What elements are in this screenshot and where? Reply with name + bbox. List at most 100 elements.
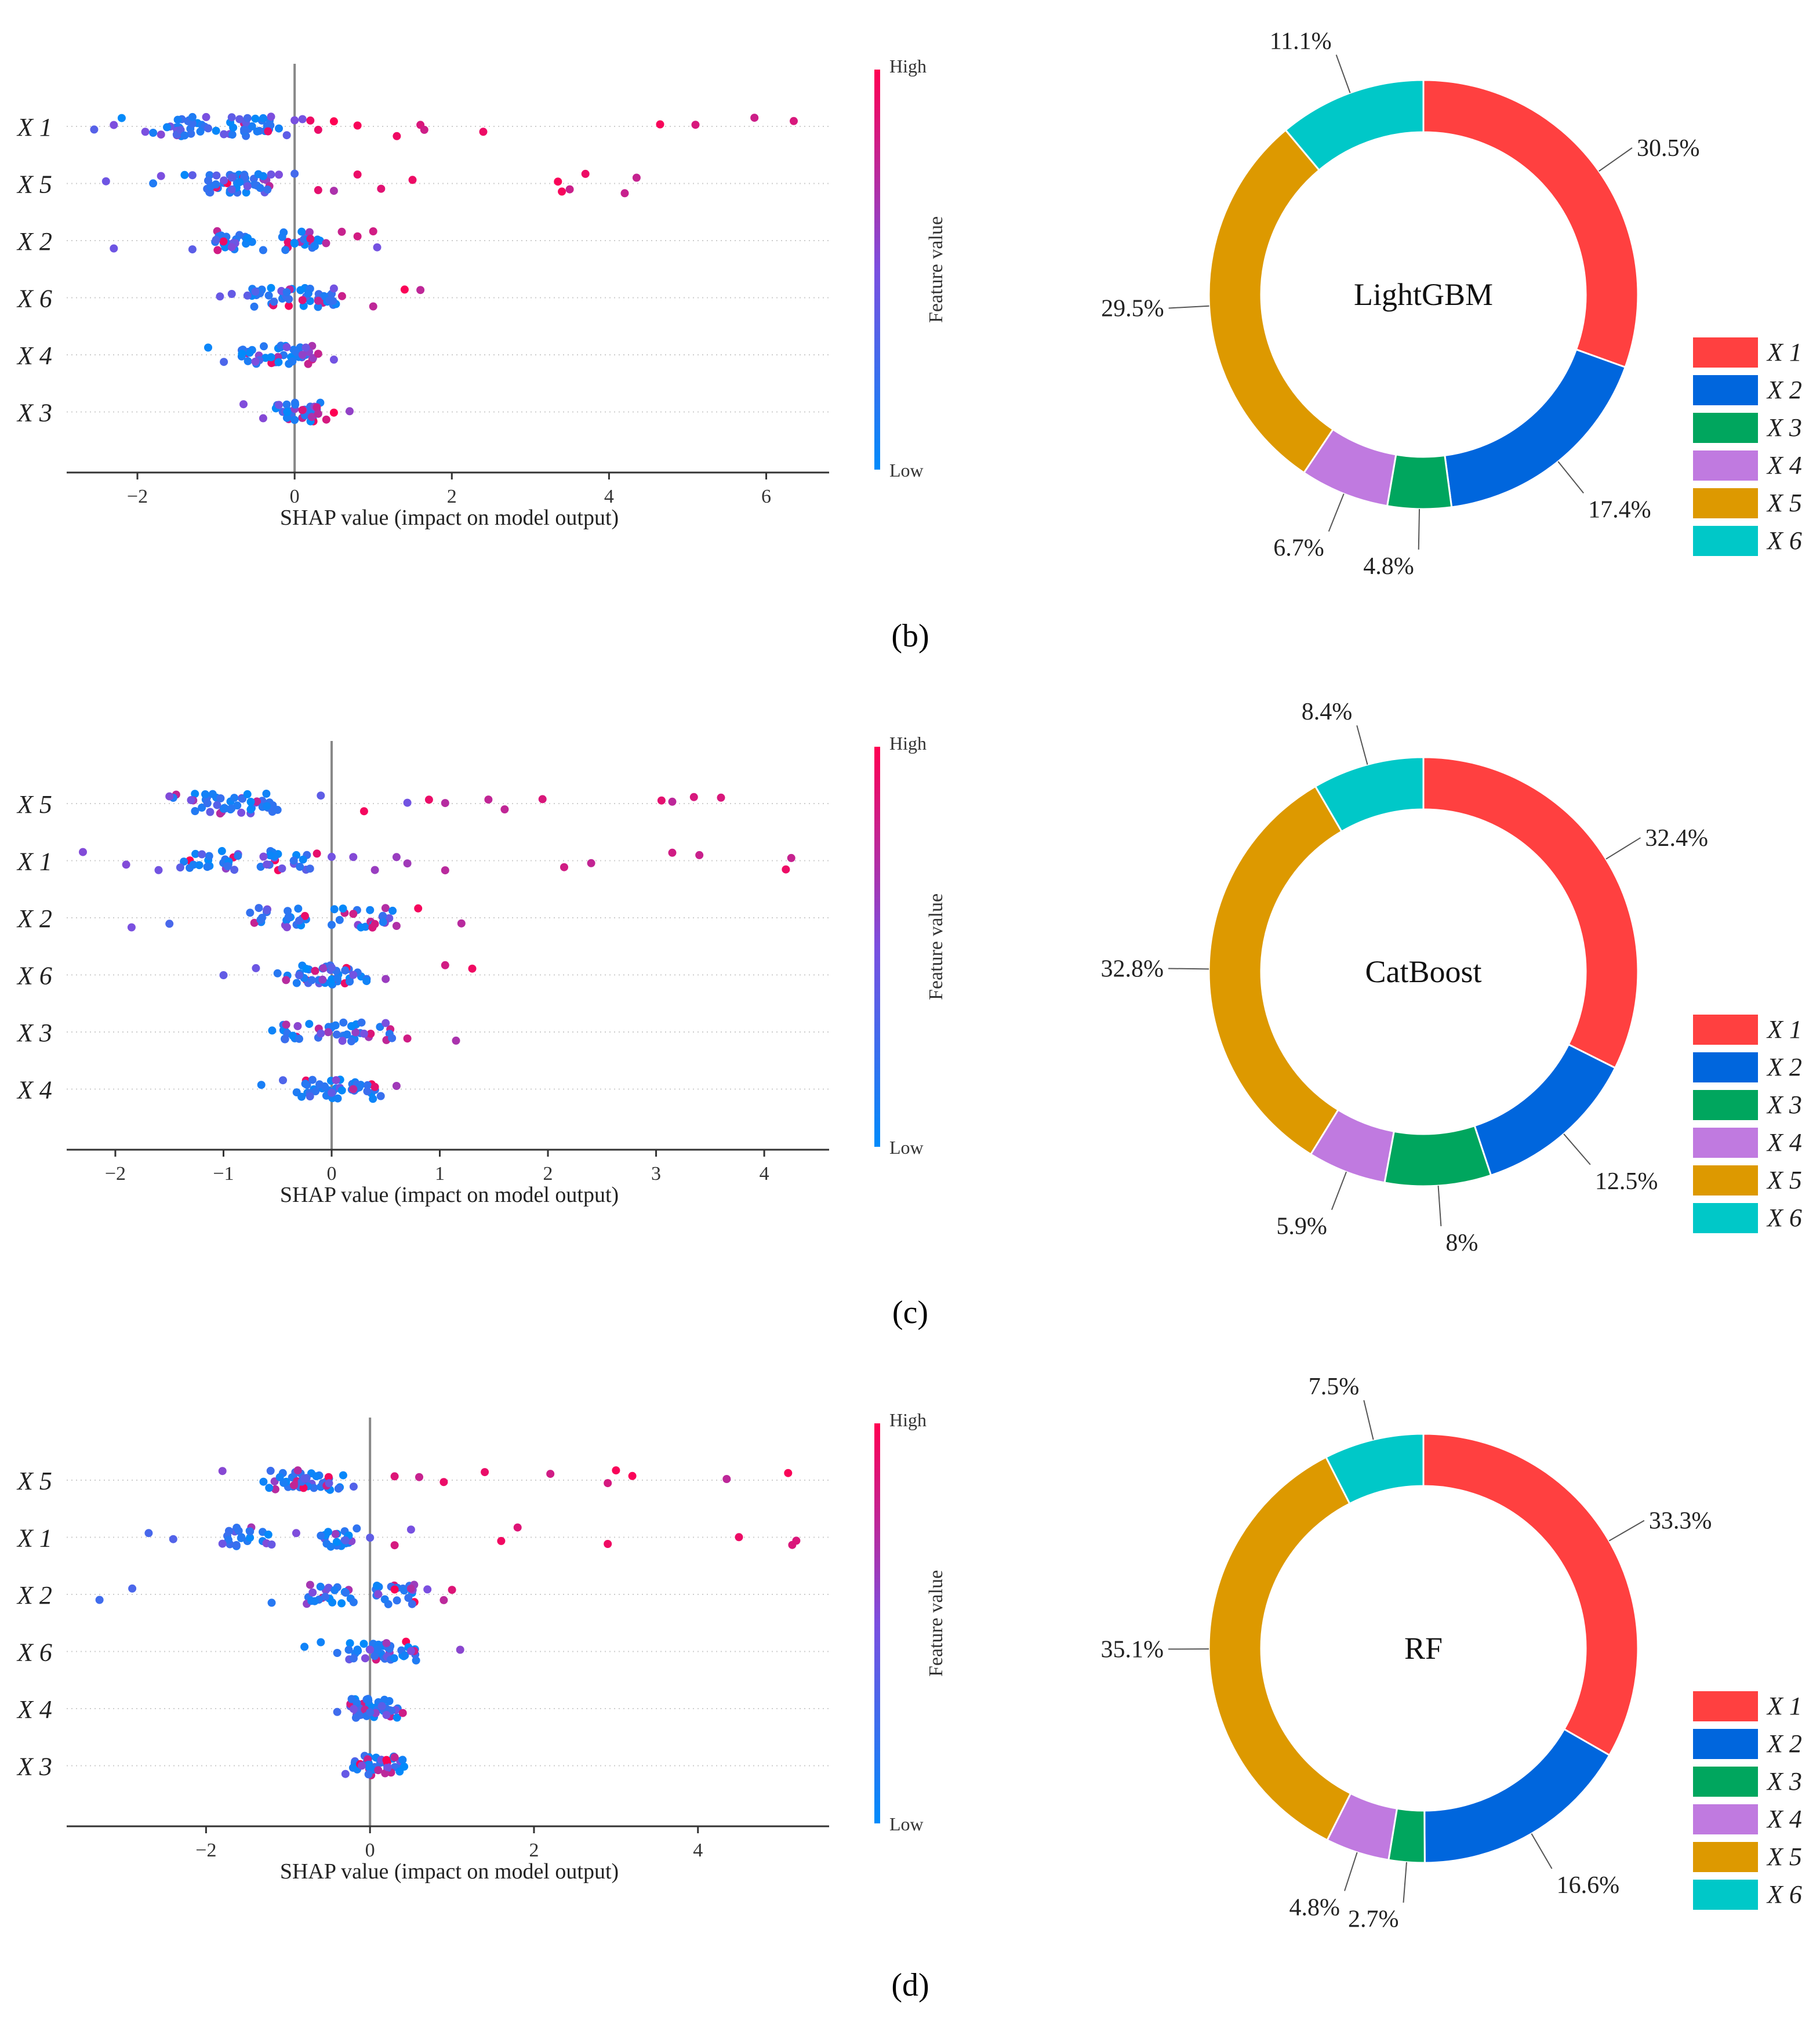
shap-point xyxy=(406,1525,415,1534)
shap-point xyxy=(406,1585,415,1593)
leader-line xyxy=(1328,493,1345,532)
shap-point xyxy=(213,246,222,255)
slice-value-label: 7.5% xyxy=(1309,1373,1360,1400)
x-tick-label: 0 xyxy=(365,1840,375,1861)
shap-point xyxy=(284,907,292,915)
shap-point xyxy=(357,1018,366,1027)
shap-point xyxy=(267,170,275,179)
shap-point xyxy=(448,1586,456,1594)
shap-point xyxy=(406,1647,415,1655)
shap-point xyxy=(282,413,291,422)
shap-point xyxy=(165,920,174,928)
shap-point xyxy=(274,358,283,366)
shap-point xyxy=(266,1466,275,1475)
shap-point xyxy=(341,966,350,975)
legend-swatch xyxy=(1693,1767,1758,1797)
x-tick-label: −2 xyxy=(127,486,148,507)
shap-point xyxy=(324,1473,333,1481)
shap-point xyxy=(248,122,256,130)
shap-point xyxy=(441,866,449,875)
shap-beeswarm-panel-d: X 5 X 1 X 2 X 6 X 4 X 3 −2 0 2 4 SHAP value (impac… xyxy=(16,1409,947,1884)
shap-point xyxy=(256,915,265,924)
shap-point xyxy=(267,1540,276,1549)
feature-label: X 1 xyxy=(16,848,52,876)
shap-point xyxy=(263,186,272,194)
shap-point xyxy=(341,1769,350,1778)
shap-point xyxy=(266,851,274,860)
legend-swatch xyxy=(1693,488,1758,518)
shap-point xyxy=(457,919,466,928)
shap-point xyxy=(282,343,291,351)
shap-point xyxy=(278,232,286,241)
shap-point xyxy=(295,916,303,925)
shap-point xyxy=(144,1529,153,1538)
shap-point xyxy=(265,1484,274,1492)
shap-point xyxy=(279,1478,288,1487)
shap-point xyxy=(325,1479,333,1488)
legend-label: X 5 xyxy=(1766,1166,1802,1194)
shap-beeswarm-panel-c: X 5 X 1 X 2 X 6 X 3 X 4 −2 −1 0 1 2 3 4 SHAP value (i… xyxy=(16,733,947,1207)
shap-point xyxy=(333,974,342,983)
shap-point xyxy=(333,1707,342,1716)
shap-point xyxy=(513,1523,522,1532)
shap-point xyxy=(393,1596,401,1605)
shap-point xyxy=(408,1600,416,1608)
shap-point xyxy=(353,1699,361,1707)
shap-point xyxy=(341,1536,350,1545)
slice-value-label: 12.5% xyxy=(1595,1168,1658,1195)
shap-point xyxy=(267,1598,276,1607)
shap-point xyxy=(334,1484,343,1493)
shap-point xyxy=(169,1535,177,1543)
donut-slice-x5 xyxy=(1208,129,1335,474)
shap-point xyxy=(314,186,322,194)
shap-point xyxy=(110,244,118,253)
shap-point xyxy=(300,1643,309,1651)
shap-point xyxy=(388,1034,397,1042)
shap-point xyxy=(173,115,182,124)
shap-point xyxy=(581,169,590,178)
shap-point xyxy=(267,359,276,368)
shap-point xyxy=(381,904,390,913)
shap-point xyxy=(246,1534,255,1542)
leader-line xyxy=(1437,1186,1442,1227)
feature-label: X 6 xyxy=(16,285,52,313)
shap-point xyxy=(370,920,379,928)
shap-point xyxy=(329,284,338,293)
shap-point xyxy=(298,296,307,304)
shap-point xyxy=(750,114,759,122)
shap-point xyxy=(332,1538,341,1546)
leader-line xyxy=(1605,837,1641,860)
shap-point xyxy=(230,866,239,874)
shap-point xyxy=(329,117,338,126)
shap-point xyxy=(335,915,344,924)
shap-point xyxy=(329,355,338,364)
shap-point xyxy=(315,237,324,245)
leader-line xyxy=(1344,1852,1358,1891)
shap-point xyxy=(255,904,263,913)
legend-swatch xyxy=(1693,375,1758,405)
shap-point xyxy=(208,790,217,798)
shap-point xyxy=(412,1656,420,1665)
donut-slice-x6 xyxy=(1284,79,1425,172)
shap-point xyxy=(439,1478,448,1487)
shap-point xyxy=(400,1586,409,1595)
shap-point xyxy=(695,851,704,859)
shap-point xyxy=(243,790,252,798)
shap-point xyxy=(227,243,236,252)
shap-point xyxy=(668,848,677,857)
shap-point xyxy=(297,1092,306,1101)
shap-point xyxy=(307,413,316,421)
shap-point xyxy=(691,121,700,129)
shap-point xyxy=(328,1088,336,1097)
shap-point xyxy=(246,805,255,814)
shap-point xyxy=(149,179,158,188)
panel-label-b: (b) xyxy=(891,618,929,654)
shap-point xyxy=(165,792,174,801)
shap-point xyxy=(346,1639,354,1648)
legend-label: X 2 xyxy=(1766,376,1802,404)
shap-point xyxy=(379,918,387,926)
shap-point xyxy=(328,1598,337,1607)
shap-point xyxy=(349,910,358,918)
shap-point xyxy=(468,964,477,973)
